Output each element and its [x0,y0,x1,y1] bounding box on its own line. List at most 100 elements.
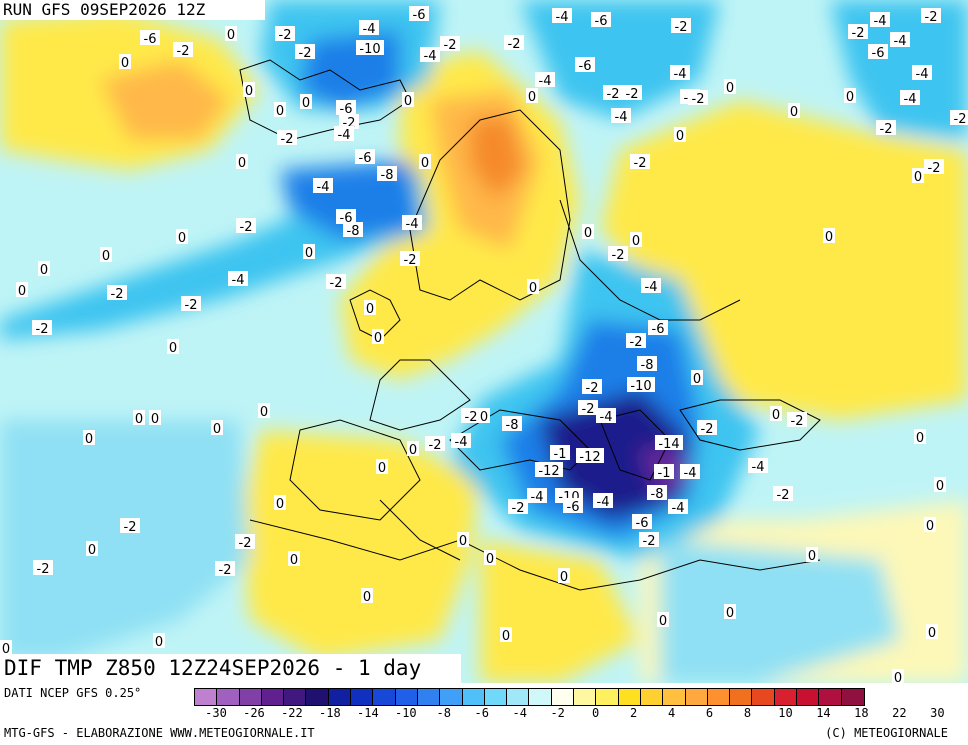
value-label: 0 [808,549,816,564]
value-label-bg [823,228,835,243]
value-label: 0 [169,341,177,356]
value-label: -2 [429,438,442,453]
value-label-bg [648,320,668,335]
value-label: -4 [424,49,437,64]
value-label-bg [402,92,414,107]
scale-swatch [284,689,307,705]
value-label: -2 [701,422,714,437]
value-label-bg [16,282,28,297]
value-label: -14 [658,437,679,452]
value-label-bg [748,458,768,473]
value-label: -2 [880,122,893,137]
color-scale-ticks: -30 -26 -22 -18 -14 -10 -8 -6 -4 -2 0 2 4 6 8 10 14 18 22 3… [194,706,964,722]
value-label-bg [478,408,490,423]
value-label-bg [100,247,112,262]
scale-tick-label: -2 [550,706,565,720]
value-label: -4 [539,74,552,89]
value-label: 0 [790,105,798,120]
value-label-bg [608,246,628,261]
value-label: -8 [381,168,394,183]
value-label: -12 [579,450,600,465]
warm-field-russia [600,100,968,420]
value-label: 0 [135,412,143,427]
scale-tick-label: -26 [243,706,265,720]
value-label: 0 [260,405,268,420]
value-label-bg [173,42,193,57]
value-label-bg [402,215,422,230]
value-label: 0 [584,226,592,241]
warm-core-iceland [100,60,230,140]
scale-tick-label: -30 [205,706,227,720]
value-label-bg [300,94,312,109]
value-label: 0 [659,614,667,629]
value-label: -2 [177,44,190,59]
scale-swatch [261,689,285,705]
scale-swatch [351,689,374,705]
value-label-bg [119,54,131,69]
value-label: -2 [607,87,620,102]
value-label-bg [361,588,373,603]
value-label-bg [120,518,140,533]
value-label-bg [870,12,890,27]
value-label-bg [336,209,356,224]
scale-swatch [841,689,864,705]
warm-field-middle [480,540,640,683]
value-label-bg [670,65,690,80]
value-label: 0 [459,534,467,549]
value-label: -12 [538,464,559,479]
value-label: -2 [692,92,705,107]
value-label-bg [921,8,941,23]
value-label: -2 [777,488,790,503]
value-label: 0 [528,90,536,105]
value-label: 0 [846,90,854,105]
value-label-bg [107,285,127,300]
value-label-bg [657,612,669,627]
value-label-bg [274,495,286,510]
value-label: 0 [632,234,640,249]
value-label: -1 [554,447,567,462]
value-label: -8 [641,358,654,373]
scale-swatch [774,689,798,705]
value-label: 0 [245,84,253,99]
scale-swatch [373,689,396,705]
value-label-bg [86,541,98,556]
value-label-bg [419,154,431,169]
value-label-bg [890,32,910,47]
cool-field-libya [660,540,900,683]
value-label-bg [688,90,708,105]
value-label: -4 [363,22,376,37]
value-label-bg [630,154,650,169]
value-label-bg [451,433,471,448]
value-label: -4 [455,435,468,450]
scale-swatch [417,689,441,705]
value-label-bg [576,448,604,463]
value-label: 0 [916,431,924,446]
warm-core-deep-norway [470,115,525,200]
scale-tick-label: 0 [592,706,600,720]
scale-tick-label: -6 [474,706,489,720]
value-label-bg [33,560,53,575]
value-label-bg [176,229,188,244]
value-label: -2 [279,28,292,43]
value-label: -4 [904,92,917,107]
value-label: 0 [302,96,310,111]
value-label-bg [593,493,613,508]
value-label: -2 [928,161,941,176]
value-label-bg [575,57,595,72]
scale-tick-label: -10 [394,706,417,720]
value-label-bg [892,669,904,683]
value-label-bg [868,44,888,59]
value-label: 0 [290,553,298,568]
value-label: 0 [151,412,159,427]
value-label: 0 [825,230,833,245]
value-label-bg [876,120,896,135]
value-label-bg [334,126,354,141]
value-label-bg [641,278,661,293]
value-label-bg [288,551,300,566]
scale-swatch [484,689,508,705]
value-label-bg [140,30,160,45]
value-label-bg [359,20,379,35]
scale-tick-label: 6 [705,706,714,720]
value-label-bg [400,251,420,266]
value-label-bg [425,436,445,451]
